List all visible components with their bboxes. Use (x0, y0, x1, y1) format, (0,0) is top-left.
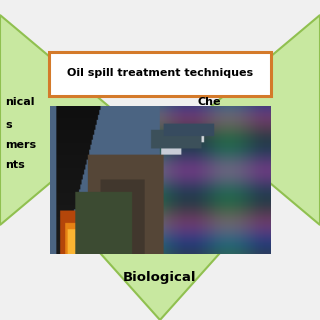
Polygon shape (75, 225, 245, 320)
Text: mers: mers (5, 140, 36, 150)
FancyBboxPatch shape (49, 52, 271, 96)
Text: ✓ So: ✓ So (198, 157, 225, 167)
Text: ✓ Bu: ✓ Bu (198, 117, 226, 127)
Text: Che: Che (198, 97, 221, 107)
Polygon shape (195, 15, 320, 225)
Text: ✓ Di: ✓ Di (198, 137, 223, 147)
Text: nts: nts (5, 160, 25, 170)
Text: Oil spill treatment techniques: Oil spill treatment techniques (67, 68, 253, 78)
Text: Biological: Biological (123, 271, 197, 284)
Polygon shape (0, 15, 125, 225)
Text: s: s (5, 120, 12, 130)
Text: nical: nical (5, 97, 35, 107)
